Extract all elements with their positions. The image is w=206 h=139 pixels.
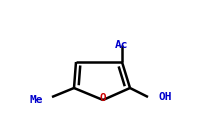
Text: OH: OH	[158, 92, 172, 102]
Text: Ac: Ac	[115, 40, 128, 50]
Text: O: O	[99, 93, 106, 103]
Text: Me: Me	[29, 95, 43, 105]
